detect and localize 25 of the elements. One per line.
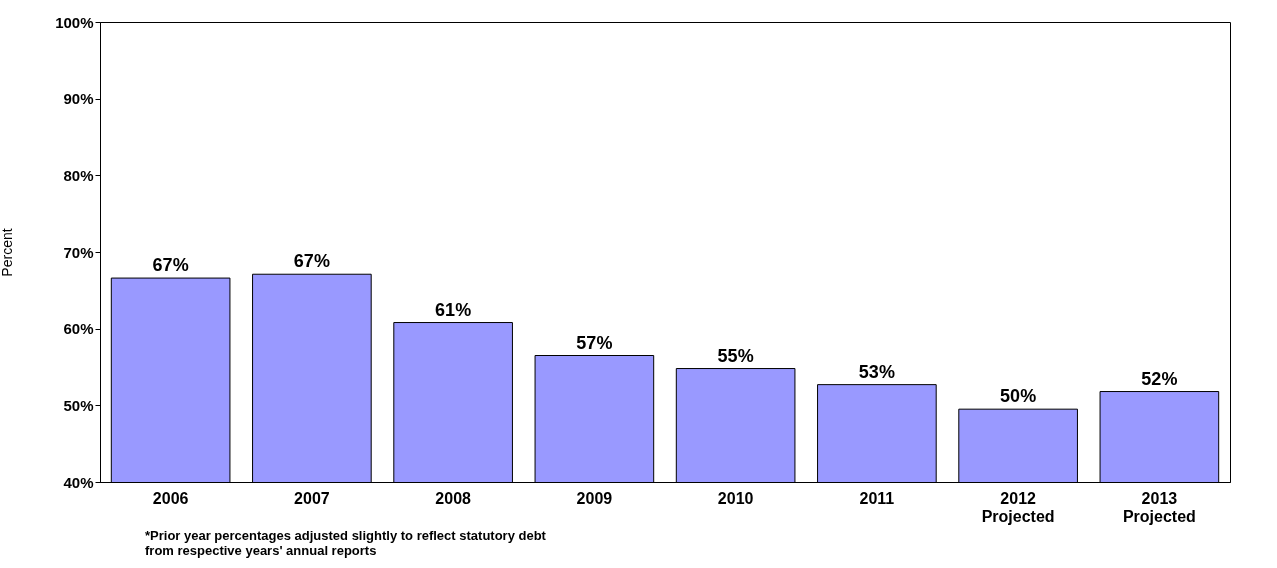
y-tick-label: 70% <box>63 243 94 261</box>
y-tick-label: 50% <box>63 396 94 414</box>
x-tick-label: 2013 Projected <box>1122 489 1196 525</box>
x-tick-label: 2008 <box>435 489 472 507</box>
x-tick-label: 2009 <box>576 489 613 507</box>
data-label: 67% <box>293 251 330 272</box>
y-tick-label: 40% <box>63 473 94 491</box>
x-tick-label: 2006 <box>152 489 189 507</box>
y-tick-label: 100% <box>55 13 94 31</box>
y-axis-title: Percent <box>0 228 16 277</box>
x-tick-label: 2010 <box>717 489 754 507</box>
text: *Prior year percentages adjusted slightly to reflect statutory debt from respective years' annual reports <box>145 528 547 558</box>
y-tick-label: 80% <box>63 166 94 184</box>
x-tick-label: 2007 <box>294 489 330 507</box>
data-label: 55% <box>717 345 754 366</box>
y-tick-label: 90% <box>63 90 94 108</box>
y-tick-label: 60% <box>63 320 94 338</box>
x-tick-label: 2012 Projected <box>981 489 1055 525</box>
data-label: 50% <box>1000 386 1037 407</box>
data-label: 52% <box>1141 368 1178 389</box>
x-tick-label: 2011 <box>859 489 895 507</box>
data-label: 57% <box>576 332 613 353</box>
data-label: 61% <box>435 299 472 320</box>
data-label: 53% <box>858 361 895 382</box>
data-label: 67% <box>152 255 189 276</box>
